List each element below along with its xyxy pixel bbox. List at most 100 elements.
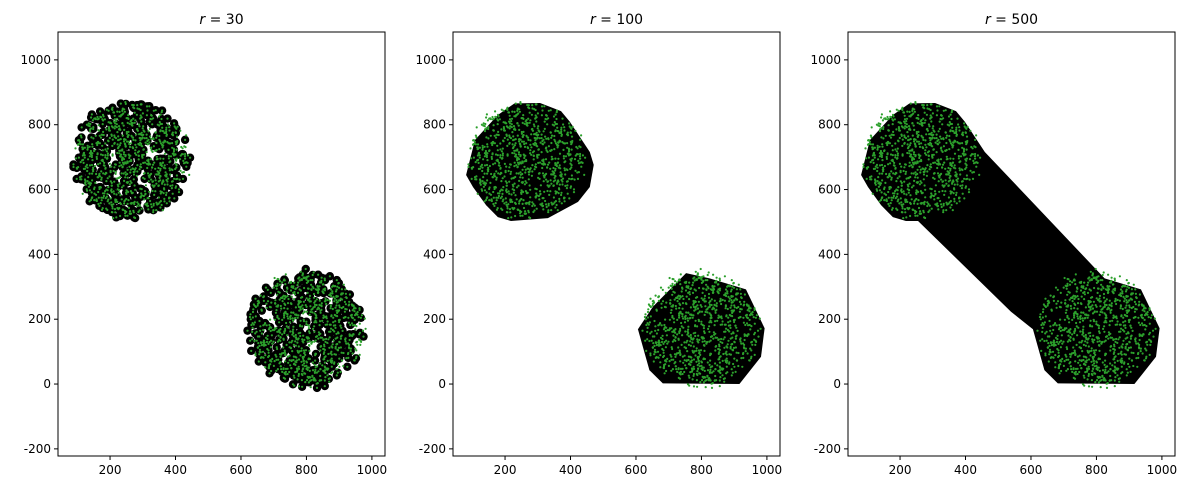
y-tick-label: 400 [28, 247, 51, 261]
data-point [101, 134, 103, 136]
data-point [168, 167, 170, 169]
data-point [124, 111, 126, 113]
data-point [317, 370, 319, 372]
data-point [704, 370, 706, 372]
data-point [312, 274, 314, 276]
data-point [865, 157, 867, 159]
subplot-title: r = 30 [199, 12, 243, 28]
data-point [1064, 360, 1066, 362]
data-point [696, 379, 698, 381]
data-point [553, 139, 555, 141]
data-point [295, 287, 297, 289]
data-point [932, 112, 934, 114]
data-point [296, 284, 298, 286]
data-point [943, 203, 945, 205]
data-point [345, 293, 347, 295]
data-point [308, 327, 310, 329]
data-point [1122, 308, 1124, 310]
data-point [317, 274, 319, 276]
data-point [324, 341, 326, 343]
data-point [266, 348, 268, 350]
data-point [148, 191, 150, 193]
data-point [330, 328, 332, 330]
data-point [310, 309, 312, 311]
data-point [872, 193, 874, 195]
data-point [324, 372, 326, 374]
data-point [952, 209, 954, 211]
data-point [1114, 379, 1116, 381]
data-point [941, 123, 943, 125]
data-point [654, 349, 656, 351]
data-point [282, 300, 284, 302]
data-point [688, 298, 690, 300]
data-point [754, 344, 756, 346]
data-point [924, 112, 926, 114]
data-point [146, 167, 148, 169]
data-point [698, 277, 700, 279]
data-point [892, 131, 894, 133]
data-point [569, 125, 571, 127]
data-point [736, 359, 738, 361]
data-point [473, 157, 475, 159]
data-point [530, 133, 532, 135]
data-point [737, 330, 739, 332]
data-point [146, 140, 148, 142]
data-point [658, 357, 660, 359]
data-point [277, 359, 279, 361]
data-point [252, 311, 254, 313]
data-point [945, 142, 947, 144]
data-point [340, 338, 342, 340]
data-point [912, 185, 914, 187]
data-point [327, 338, 329, 340]
data-point [96, 156, 98, 158]
data-point [690, 334, 692, 336]
data-point [313, 331, 315, 333]
data-point [91, 159, 93, 161]
data-point [571, 149, 573, 151]
data-point [162, 141, 164, 143]
data-point [530, 154, 532, 156]
data-point [694, 324, 696, 326]
data-point [892, 172, 894, 174]
data-point [557, 209, 559, 211]
data-point [877, 176, 879, 178]
data-point [577, 160, 579, 162]
data-point [695, 271, 697, 273]
data-point [320, 281, 322, 283]
data-point [1113, 358, 1115, 360]
data-point [163, 188, 165, 190]
data-point [509, 198, 511, 200]
y-tick-label: -200 [24, 442, 51, 456]
data-point [563, 157, 565, 159]
data-point [166, 180, 168, 182]
data-point [740, 343, 742, 345]
data-point [142, 162, 144, 164]
data-point [301, 373, 303, 375]
data-point [543, 191, 545, 193]
data-point [292, 320, 294, 322]
data-point [331, 362, 333, 364]
data-point [116, 201, 118, 203]
data-point [944, 185, 946, 187]
data-point [869, 178, 871, 180]
data-point [332, 321, 334, 323]
data-point [725, 307, 727, 309]
data-point [74, 147, 76, 149]
data-point [730, 304, 732, 306]
data-point [127, 199, 129, 201]
data-point [515, 154, 517, 156]
data-point [1100, 386, 1102, 388]
data-point [355, 356, 357, 358]
data-point [316, 365, 318, 367]
data-point [340, 346, 342, 348]
data-point [933, 129, 935, 131]
data-point [553, 148, 555, 150]
data-point [705, 284, 707, 286]
data-point [920, 142, 922, 144]
data-point [568, 178, 570, 180]
data-point [897, 140, 899, 142]
data-point [497, 154, 499, 156]
data-point [1106, 298, 1108, 300]
data-point [176, 158, 178, 160]
